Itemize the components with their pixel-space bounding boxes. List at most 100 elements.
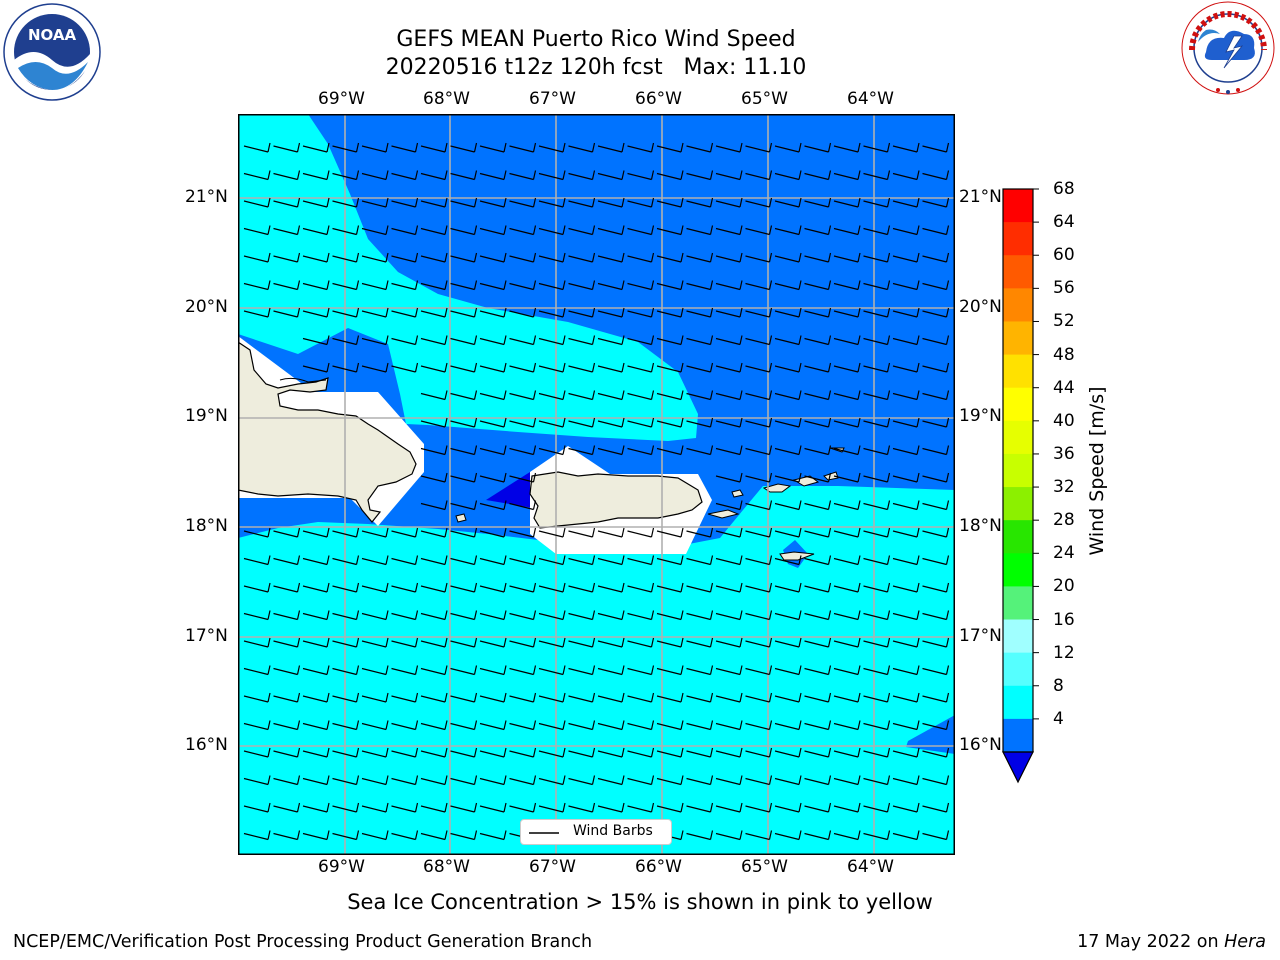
wind-barb (273, 225, 301, 236)
wind-barb (774, 500, 802, 511)
wind-barb (863, 692, 891, 703)
wind-barb (243, 197, 271, 208)
wind-barb (922, 582, 950, 593)
wind-barb (538, 555, 566, 566)
wind-barb (420, 252, 448, 263)
colorbar-cell (1003, 354, 1033, 389)
wind-barb (479, 142, 507, 153)
wind-barb (509, 335, 537, 346)
wind-barb (745, 362, 773, 373)
colorbar-tick-label: 60 (1053, 245, 1075, 266)
wind-barb (450, 170, 478, 181)
wind-barb (892, 472, 920, 483)
wind-barb (892, 417, 920, 428)
wind-barb (538, 170, 566, 181)
wind-barb (391, 280, 419, 291)
wind-barb (745, 417, 773, 428)
wind-barb (538, 197, 566, 208)
wind-barb (892, 830, 920, 841)
wind-barb (273, 637, 301, 648)
wind-barb (568, 637, 596, 648)
wind-barb (892, 610, 920, 621)
wind-barb (863, 830, 891, 841)
wind-barb (774, 280, 802, 291)
wind-barb (804, 142, 832, 153)
lon-label-bottom-65w: 65°W (741, 857, 788, 877)
wind-barb (892, 775, 920, 786)
wind-barb (568, 665, 596, 676)
wind-barb (332, 225, 360, 236)
lon-label-bottom-66w: 66°W (635, 857, 682, 877)
wind-barb (361, 747, 389, 758)
wind-barb (568, 197, 596, 208)
wind-barb (361, 170, 389, 181)
colorbar-cell (1003, 387, 1033, 422)
wind-barb (833, 555, 861, 566)
wind-barb (745, 170, 773, 181)
wind-barb (892, 637, 920, 648)
wind-barb (863, 665, 891, 676)
wind-barb (538, 307, 566, 318)
wind-barb (745, 830, 773, 841)
wind-barb (833, 142, 861, 153)
lat-label-right-18n: 18°N (959, 516, 1002, 536)
wind-barb (538, 225, 566, 236)
wind-barb (420, 307, 448, 318)
wind-barb (243, 142, 271, 153)
wind-barb (745, 280, 773, 291)
wind-barb (243, 720, 271, 731)
wind-barb (715, 445, 743, 456)
wind-barb (627, 252, 655, 263)
wind-barb (686, 747, 714, 758)
wind-barb (627, 747, 655, 758)
wind-barb (804, 555, 832, 566)
wind-barb (332, 720, 360, 731)
wind-barb (804, 362, 832, 373)
wind-barb (656, 582, 684, 593)
wind-barb (715, 527, 743, 538)
wind-barb (686, 665, 714, 676)
wind-barb (450, 692, 478, 703)
wind-barb (745, 692, 773, 703)
wind-barb (361, 280, 389, 291)
wind-barb (922, 775, 950, 786)
wind-barb (922, 417, 950, 428)
date-text: 17 May 2022 on (1077, 932, 1225, 952)
wind-barb (656, 280, 684, 291)
wind-barb (568, 170, 596, 181)
wind-barb (450, 555, 478, 566)
wind-barb (774, 252, 802, 263)
wind-barb (509, 665, 537, 676)
wind-barb (420, 830, 448, 841)
wind-barb (686, 417, 714, 428)
wind-barb (715, 747, 743, 758)
wind-barb (922, 637, 950, 648)
wind-barb (715, 830, 743, 841)
wind-barb (774, 170, 802, 181)
wind-barb (833, 197, 861, 208)
lon-label-top-67w: 67°W (529, 89, 576, 109)
colorbar-cell (1003, 718, 1033, 753)
lat-label-right-19n: 19°N (959, 406, 1002, 426)
wind-barb (892, 252, 920, 263)
wind-barb (922, 720, 950, 731)
wind-barb (804, 417, 832, 428)
wind-barb (656, 197, 684, 208)
wind-barb (302, 142, 330, 153)
vieques-island (707, 509, 740, 519)
wind-barb (243, 637, 271, 648)
wind-barb (509, 802, 537, 813)
wind-barb (450, 362, 478, 373)
wind-barb (273, 610, 301, 621)
wind-barb (627, 335, 655, 346)
wind-barb (774, 775, 802, 786)
wind-barb (243, 802, 271, 813)
wind-barb (656, 637, 684, 648)
wind-barb (568, 417, 596, 428)
wind-barb (420, 665, 448, 676)
wind-barb (774, 362, 802, 373)
wind-barb (627, 225, 655, 236)
wind-barb (745, 472, 773, 483)
wind-barb (863, 335, 891, 346)
wind-barb (568, 362, 596, 373)
